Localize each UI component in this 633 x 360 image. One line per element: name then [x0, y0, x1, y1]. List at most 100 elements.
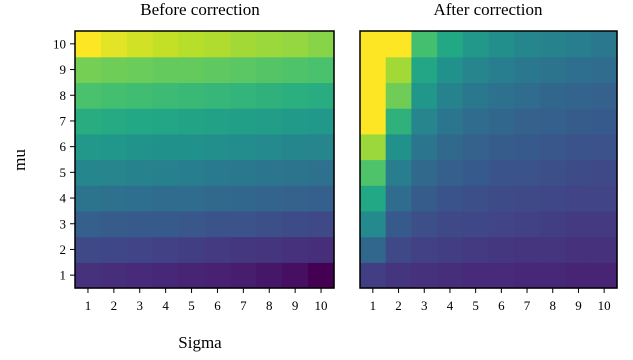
heatmap-cell-mu9-sigma3 [411, 56, 438, 83]
heatmap-cell-mu4-sigma6 [488, 185, 515, 212]
heatmap-cell-mu4-sigma9 [565, 185, 592, 212]
heatmap-cell-mu10-sigma1 [360, 31, 387, 58]
heatmap-cell-mu4-sigma8 [539, 185, 567, 212]
heatmap-cell-mu4-sigma5 [462, 185, 490, 212]
heatmap-cell-mu5-sigma10 [591, 159, 618, 186]
y-tick-label: 10 [53, 36, 66, 51]
heatmap-cell-mu7-sigma5 [178, 108, 206, 135]
heatmap-cell-mu6-sigma1 [360, 133, 387, 161]
heatmap-cell-mu10-sigma4 [437, 31, 464, 58]
heatmap-cell-mu9-sigma7 [514, 56, 541, 83]
heatmap-cell-mu3-sigma7 [230, 210, 257, 238]
heatmap-cell-mu9-sigma7 [230, 56, 257, 83]
heatmap-cell-mu1-sigma9 [282, 262, 309, 289]
y-tick-label: 2 [60, 242, 67, 257]
x-tick-label: 4 [162, 298, 169, 313]
heatmap-cell-mu7-sigma6 [488, 108, 515, 135]
heatmap-cell-mu10-sigma9 [565, 31, 592, 58]
heatmap-cell-mu3-sigma9 [282, 210, 309, 238]
heatmap-cell-mu5-sigma9 [565, 159, 592, 186]
plot-frame [359, 30, 618, 289]
heatmap-cell-mu6-sigma9 [565, 133, 592, 161]
heatmap-cell-mu8-sigma6 [488, 82, 515, 109]
heatmap-before: 1 2 3 4 5 6 7 8 9 10 1 2 3 4 5 6 7 8 9 10 [53, 30, 335, 313]
heatmap-cell-mu7-sigma10 [591, 108, 618, 135]
heatmap-cell-mu10-sigma10 [308, 31, 335, 58]
heatmap-cell-mu10-sigma3 [411, 31, 438, 58]
heatmap-cell-mu8-sigma5 [178, 82, 206, 109]
heatmap-cell-mu8-sigma2 [385, 82, 412, 109]
heatmap-cell-mu2-sigma4 [437, 236, 464, 263]
heatmap-cell-mu9-sigma8 [539, 56, 567, 83]
heatmap-cell-mu6-sigma5 [462, 133, 490, 161]
heatmap-cell-mu1-sigma8 [256, 262, 283, 289]
heatmap-cell-mu6-sigma3 [411, 133, 438, 161]
heatmap-cell-mu1-sigma4 [152, 262, 180, 289]
heatmap-cell-mu10-sigma7 [514, 31, 541, 58]
heatmap-cell-mu10-sigma2 [100, 31, 128, 58]
heatmap-cell-mu8-sigma10 [308, 82, 335, 109]
heatmap-cell-mu1-sigma6 [488, 262, 515, 289]
heatmap-cell-mu10-sigma10 [591, 31, 618, 58]
heatmap-cell-mu8-sigma1 [75, 82, 102, 109]
heatmap-cell-mu6-sigma7 [230, 133, 257, 161]
heatmap-cell-mu9-sigma2 [385, 56, 412, 83]
heatmap-cell-mu2-sigma5 [178, 236, 206, 263]
heatmap-cell-mu9-sigma2 [100, 56, 128, 83]
heatmap-cell-mu9-sigma8 [256, 56, 283, 83]
heatmap-cell-mu7-sigma8 [539, 108, 567, 135]
heatmap-cell-mu5-sigma2 [100, 159, 128, 186]
heatmap-cell-mu6-sigma8 [539, 133, 567, 161]
heatmap-cell-mu6-sigma1 [75, 133, 102, 161]
heatmap-cell-mu9-sigma9 [282, 56, 309, 83]
heatmap-cell-mu7-sigma3 [411, 108, 438, 135]
heatmap-cell-mu6-sigma6 [204, 133, 231, 161]
heatmap-cell-mu2-sigma9 [282, 236, 309, 263]
y-tick-label: 7 [60, 113, 67, 128]
heatmap-cell-mu9-sigma10 [591, 56, 618, 83]
heatmap-cell-mu7-sigma3 [126, 108, 154, 135]
heatmap-cell-mu4-sigma10 [591, 185, 618, 212]
x-tick-label: 2 [111, 298, 118, 313]
heatmap-cell-mu5-sigma8 [256, 159, 283, 186]
heatmap-cell-mu6-sigma6 [488, 133, 515, 161]
heatmap-cell-mu1-sigma1 [360, 262, 387, 289]
heatmap-cell-mu2-sigma6 [204, 236, 231, 263]
heatmap-cell-mu2-sigma8 [256, 236, 283, 263]
heatmap-cell-mu4-sigma7 [230, 185, 257, 212]
y-tick-label: 5 [60, 165, 67, 180]
heatmap-cell-mu6-sigma2 [100, 133, 128, 161]
heatmap-cell-mu10-sigma6 [488, 31, 515, 58]
heatmap-cell-mu5-sigma6 [488, 159, 515, 186]
heatmap-cell-mu9-sigma5 [178, 56, 206, 83]
heatmap-cell-mu1-sigma10 [591, 262, 618, 289]
heatmap-cell-mu5-sigma7 [230, 159, 257, 186]
heatmap-cell-mu7-sigma6 [204, 108, 231, 135]
heatmap-cell-mu5-sigma6 [204, 159, 231, 186]
heatmap-cell-mu10-sigma9 [282, 31, 309, 58]
heatmap-cell-mu1-sigma3 [411, 262, 438, 289]
heatmap-cell-mu8-sigma7 [514, 82, 541, 109]
x-axis-label: Sigma [178, 333, 222, 352]
heatmap-cell-mu7-sigma2 [385, 108, 412, 135]
heatmap-cell-mu8-sigma2 [100, 82, 128, 109]
heatmap-cell-mu3-sigma5 [178, 210, 206, 238]
x-tick-label: 6 [498, 298, 505, 313]
x-tick-label: 7 [240, 298, 247, 313]
heatmap-cell-mu8-sigma3 [126, 82, 154, 109]
heatmap-cell-mu7-sigma4 [437, 108, 464, 135]
x-tick-label: 3 [421, 298, 428, 313]
x-tick-label: 5 [472, 298, 479, 313]
heatmap-cell-mu2-sigma8 [539, 236, 567, 263]
heatmap-cell-mu1-sigma5 [178, 262, 206, 289]
heatmap-cell-mu4-sigma2 [385, 185, 412, 212]
heatmap-cell-mu10-sigma5 [178, 31, 206, 58]
heatmap-cell-mu4-sigma2 [100, 185, 128, 212]
heatmap-cell-mu2-sigma3 [411, 236, 438, 263]
heatmap-cell-mu7-sigma7 [230, 108, 257, 135]
heatmap-cell-mu3-sigma5 [462, 210, 490, 238]
heatmap-cell-mu3-sigma8 [256, 210, 283, 238]
x-tick-label: 5 [188, 298, 195, 313]
heatmap-cell-mu2-sigma2 [100, 236, 128, 263]
